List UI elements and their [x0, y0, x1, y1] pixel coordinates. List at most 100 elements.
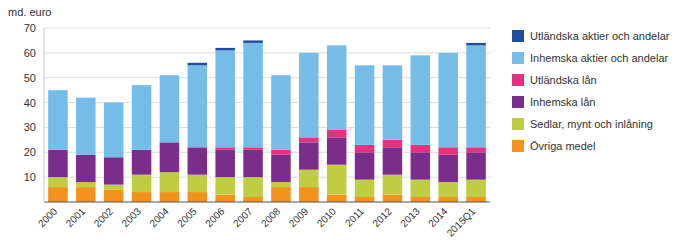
bar-segment — [355, 145, 375, 152]
bar-segment — [438, 155, 458, 182]
bar-segment — [188, 192, 208, 202]
bar-segment — [299, 137, 319, 142]
bar-segment — [271, 187, 291, 202]
grid-line — [44, 28, 490, 29]
bar-segment — [271, 155, 291, 182]
bar-segment — [188, 63, 208, 65]
y-tick-label: 30 — [24, 121, 36, 133]
bar-segment — [104, 157, 124, 184]
bar-segment — [466, 43, 486, 45]
bar-segment — [411, 55, 431, 56]
bar-segment — [132, 85, 152, 150]
legend-label: Övriga medel — [530, 140, 595, 152]
bar-segment — [327, 45, 347, 46]
bar-segment — [104, 185, 124, 190]
bar-segment — [466, 45, 486, 147]
bar-segment — [76, 187, 96, 202]
x-tick-label: 2005 — [175, 205, 199, 229]
bar-segment — [104, 190, 124, 202]
bar-segment — [383, 195, 403, 202]
x-tick-label: 2012 — [370, 205, 394, 229]
x-tick-label: 2009 — [287, 205, 311, 229]
bar-segment — [438, 53, 458, 147]
bar-segment — [355, 65, 375, 145]
bar-segment — [411, 55, 431, 144]
x-tick-label: 2002 — [92, 205, 116, 229]
bar-segment — [411, 145, 431, 152]
legend-label: Inhemska lån — [530, 96, 595, 108]
chart: 10203040506070md. euro200020012002200320… — [0, 0, 700, 250]
bar-segment — [104, 102, 124, 103]
bar-segment — [299, 142, 319, 169]
legend-label: Utländska aktier och andelar — [530, 30, 670, 42]
legend-label: Sedlar, mynt och inlåning — [530, 118, 653, 130]
legend-swatch — [512, 52, 524, 64]
bar-segment — [438, 147, 458, 154]
bar-segment — [355, 180, 375, 197]
bar-segment — [383, 175, 403, 195]
bar-segment — [327, 130, 347, 137]
bar-segment — [299, 53, 319, 138]
bar-segment — [160, 142, 180, 172]
x-tick-label: 2011 — [343, 205, 366, 228]
bar-segment — [160, 75, 180, 76]
bar-segment — [383, 140, 403, 147]
bar-segment — [299, 187, 319, 202]
x-tick-label: 2004 — [147, 205, 171, 229]
bar-segment — [466, 152, 486, 179]
bar-segment — [188, 65, 208, 147]
bar-segment — [243, 40, 263, 42]
bar-segment — [215, 150, 235, 177]
series — [188, 40, 486, 65]
bar-segment — [243, 43, 263, 147]
legend-swatch — [512, 30, 524, 42]
x-tick-label: 2001 — [64, 205, 88, 229]
bar-segment — [215, 195, 235, 202]
bar-segment — [48, 90, 68, 91]
bar-segment — [215, 50, 235, 147]
bar-segment — [271, 75, 291, 150]
bar-segment — [48, 90, 68, 150]
bar-segment — [271, 75, 291, 76]
x-tick-label: 2003 — [119, 205, 143, 229]
x-axis-line — [44, 202, 490, 203]
bar-segment — [355, 65, 375, 66]
bar-segment — [243, 150, 263, 177]
bar-segment — [76, 155, 96, 182]
legend-swatch — [512, 118, 524, 130]
x-axis: 2000200120022003200420052006200720082009… — [36, 205, 478, 238]
grid-line — [44, 52, 490, 53]
bar-segment — [299, 52, 319, 53]
y-axis-label: md. euro — [8, 6, 51, 18]
bar-segment — [438, 182, 458, 197]
bar-segment — [327, 45, 347, 130]
bar-segment — [327, 165, 347, 195]
bar-segment — [132, 175, 152, 192]
bar-segment — [215, 177, 235, 194]
bar-segment — [327, 195, 347, 202]
bar-segment — [76, 98, 96, 155]
bar-segment — [383, 65, 403, 140]
bar-segment — [215, 147, 235, 149]
bar-segment — [411, 197, 431, 202]
y-tick-label: 10 — [24, 171, 36, 183]
y-tick-label: 70 — [24, 22, 36, 34]
legend-swatch — [512, 96, 524, 108]
bar-segment — [466, 147, 486, 152]
bar-segment — [438, 52, 458, 53]
y-tick-label: 60 — [24, 47, 36, 59]
y-axis: 10203040506070 — [24, 22, 36, 183]
y-tick-label: 40 — [24, 97, 36, 109]
bar-segment — [438, 197, 458, 202]
legend: Utländska aktier och andelarInhemska akt… — [512, 30, 670, 152]
bar-segment — [160, 172, 180, 192]
bar-segment — [188, 175, 208, 192]
bar-segment — [48, 150, 68, 177]
y-tick-label: 50 — [24, 72, 36, 84]
bar-segment — [271, 150, 291, 155]
bar-segment — [355, 152, 375, 179]
x-tick-label: 2000 — [36, 205, 60, 229]
bar-segment — [48, 187, 68, 202]
bar-segment — [299, 170, 319, 187]
bar-segment — [215, 48, 235, 50]
